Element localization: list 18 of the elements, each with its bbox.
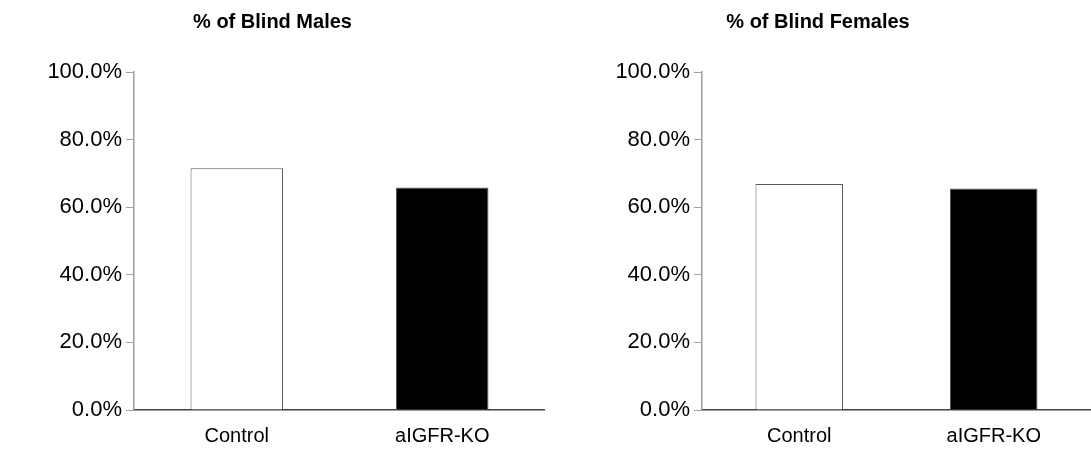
y-tick-label: 0.0% [639, 396, 690, 422]
y-tick-label: 20.0% [59, 328, 122, 354]
chart-title: % of Blind Females [726, 9, 910, 32]
y-tick-label: 60.0% [627, 193, 690, 219]
y-tick-label: 60.0% [59, 193, 122, 219]
chart-title: % of Blind Males [193, 9, 352, 32]
y-tick-label: 100.0% [615, 58, 690, 84]
y-tick-label: 100.0% [47, 58, 122, 84]
x-tick-label: aIGFR-KO [395, 423, 490, 446]
y-tick-label: 0.0% [71, 396, 122, 422]
x-tick-label: Control [204, 423, 269, 446]
y-tick-label: 20.0% [627, 328, 690, 354]
y-tick-label: 80.0% [59, 125, 122, 151]
y-tick-label: 40.0% [59, 260, 122, 286]
x-tick-label: Control [767, 423, 832, 446]
x-tick-label: aIGFR-KO [946, 423, 1041, 446]
y-tick-label: 80.0% [627, 125, 690, 151]
y-tick-label: 40.0% [627, 260, 690, 286]
